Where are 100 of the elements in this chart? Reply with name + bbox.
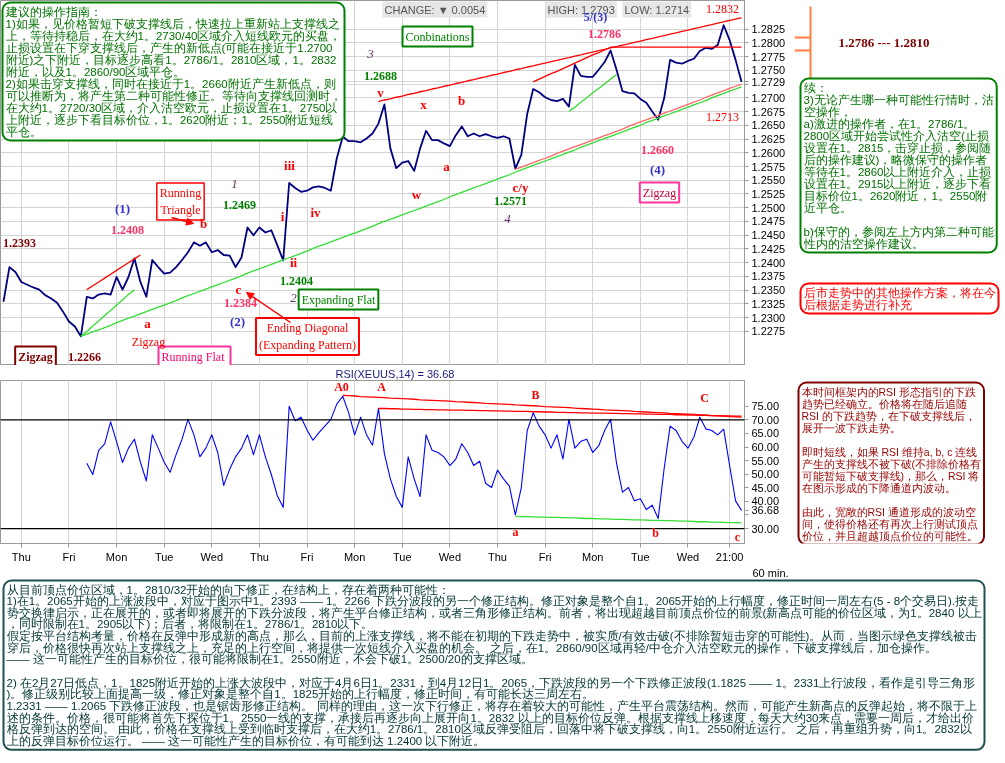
x-tick-label: Mon xyxy=(582,550,604,563)
annotation: 1.2408 xyxy=(111,222,144,237)
text: a)激进的操作者，在1。2786/1。2800区域开始尝试性介入沽空(止损设置在1。2815，击穿止损，参阅随后的操作建议)，略微保守的操作者等待在1。2860以上附近介入，止损设置在1。2915以上附近，逐步下看目标价位1。2620附近，1。2550附近平仓。 xyxy=(803,117,992,214)
x-tick-label: Wed xyxy=(200,550,224,563)
annotation: 1.2393 xyxy=(3,235,36,250)
annotation: x xyxy=(420,97,428,112)
y-tick-label: 1.2425 xyxy=(751,242,786,255)
annotation: 1.2266 xyxy=(68,349,101,364)
x-tick-label: Tue xyxy=(154,550,174,563)
annotation: 4 xyxy=(504,210,512,226)
annotation: 1.2786 xyxy=(588,26,621,41)
text: 续： xyxy=(803,81,828,94)
x-tick-label: Tue xyxy=(631,550,650,563)
annotation: Running Triangle xyxy=(159,186,202,217)
y-tick-label: 1.2675 xyxy=(751,105,786,118)
annotation: a xyxy=(443,159,451,174)
y-tick-label: 50.00 xyxy=(751,468,780,481)
x-tick-label: Tue xyxy=(392,550,412,563)
y-tick-label: 1.2475 xyxy=(751,215,786,228)
annotation: w xyxy=(411,187,422,202)
y-tick-label: 1.2400 xyxy=(751,256,786,269)
annotation: c xyxy=(235,282,242,297)
annotation: C xyxy=(700,390,709,405)
y-tick-label: 1.2625 xyxy=(751,133,786,146)
annotation: B xyxy=(531,387,540,402)
x-tick-label: 21:00 xyxy=(715,550,744,563)
y-tick-label: 1.2350 xyxy=(751,284,786,297)
y-tick-label: 1.2650 xyxy=(751,119,786,132)
annotation: 3 xyxy=(366,45,375,61)
annotation: 1 xyxy=(231,175,238,191)
y-tick-label: 1.2800 xyxy=(751,36,786,49)
annotation: 1.2832 xyxy=(706,1,739,16)
y-tick-label: 1.2300 xyxy=(751,311,786,324)
annotation: iii xyxy=(284,158,296,173)
y-tick-label: 1.2450 xyxy=(751,229,786,242)
text: 由此，宽敞的RSI 通道形成的波动空间，使得价格还有再次上行测试顶点价位，并且超越顶点价位的可能性。 xyxy=(800,505,978,542)
y-tick-label: 55.00 xyxy=(751,454,780,467)
text: 本时间框架内的RSI 形态指引的下跌趋势已经确立。价格将在随后追随 RSI 的下跌趋势，在下破支撑线后，展开一波下跌走势。 xyxy=(801,385,976,434)
x-tick-label: Wed xyxy=(676,550,700,563)
annotation: i xyxy=(280,209,285,224)
annotation: a xyxy=(144,316,152,331)
x-tick-label: Fri xyxy=(62,550,76,563)
annotation: (4) xyxy=(649,162,666,177)
x-tick-label: Mon xyxy=(343,550,366,563)
annotation: LOW: 1.2714 xyxy=(624,3,690,16)
annotation: b xyxy=(457,93,466,108)
annotation: 1.2713 xyxy=(706,109,739,124)
annotation: ii xyxy=(289,255,298,270)
y-tick-label: 75.00 xyxy=(751,400,780,413)
annotation: Zigzag xyxy=(18,349,53,364)
y-tick-label: 1.2600 xyxy=(751,146,786,159)
x-axis-title: 60 min. xyxy=(752,566,789,579)
x-tick-label: Mon xyxy=(105,550,128,563)
y-tick-label: 1.2375 xyxy=(751,270,786,283)
x-tick-label: Fri xyxy=(538,550,552,563)
text: 假定按平台结构考量，价格在反弹中形成新的高点，那么，目前的上涨支撑线，将不能在初期的下跌走势中，被实质/有效击破(不排除暂短击穿的可能性)。从而，当图示绿色支撑线被击穿后，价格很快再次站上支撑线之上，充足的上行空间，将提供一次短线介入买盘的机会。 之后，在1。2860/90区域再轻/中仓介入沽空欧元的操作，下破支撑线后，加仓操作。 xyxy=(6,629,978,654)
annotation: 1.2469 xyxy=(223,197,256,212)
annotation: Running Flat xyxy=(161,349,226,364)
y-tick-label: 1.2275 xyxy=(751,325,786,338)
y-tick-label: 1.2525 xyxy=(751,187,786,200)
x-tick-label: Thu xyxy=(249,550,269,563)
y-tick-label: 65.00 xyxy=(751,427,780,440)
annotation: (2) xyxy=(229,314,246,329)
annotation: A0 xyxy=(334,379,349,394)
annotation: c/y xyxy=(512,180,529,195)
text: 2) 在2月27日低点，1。1825附近开始的上涨大波段中，对应于4月6日1。2331，到4月12日1。2065，下跌波段的另一个下跌修正波段(1.1825 —— 1。2331上行波段，看作是引导三角形)。修正级别比较上面提高一级，修正对象是整个自1。1825开始的上行幅度，修正时间，有可能长达三周左右。 xyxy=(6,675,976,701)
annotation: b xyxy=(652,525,660,540)
annotation: CHANGE: ▼ 0.0054 xyxy=(384,3,486,16)
y-tick-label: 1.2775 xyxy=(751,50,786,63)
y-tick-label: 1.2550 xyxy=(751,174,786,187)
annotation: Conbinations xyxy=(405,29,470,44)
text: 1.2786 --- 1.2810 xyxy=(838,35,930,50)
annotation: iv xyxy=(310,205,322,220)
y-tick-label: 1.2500 xyxy=(751,201,786,214)
x-tick-label: Fri xyxy=(300,550,314,563)
y-tick-label: 1.2750 xyxy=(751,64,786,77)
chart-title: RSI(XEUUS,14) = 36.68 xyxy=(335,368,455,380)
y-tick-label: 1.2575 xyxy=(751,160,786,173)
y-tick-label: 1.2729 xyxy=(751,75,786,88)
annotation: Ending Diagonal (Expanding Pattern) xyxy=(259,321,356,352)
annotation: Zigzag xyxy=(131,334,166,349)
x-tick-label: Thu xyxy=(488,550,507,563)
y-tick-label: 60.00 xyxy=(751,441,780,454)
annotation: b xyxy=(199,216,208,231)
y-tick-label: 1.2325 xyxy=(751,297,786,310)
text: b)保守的，参阅左上方内第二种可能性内的沽空操作建议。 xyxy=(802,224,994,250)
annotation: Expanding Flat xyxy=(301,292,376,307)
y-tick-label: 70.00 xyxy=(751,413,780,426)
annotation: A xyxy=(377,379,387,394)
annotation: (1) xyxy=(114,201,131,216)
annotation: 1.2404 xyxy=(280,273,313,288)
annotation: 1.2660 xyxy=(641,142,674,157)
annotation: 建议的操作指南： xyxy=(4,4,102,18)
annotation: c xyxy=(734,529,741,544)
y-tick-label: 30.00 xyxy=(751,522,780,535)
x-tick-label: Wed xyxy=(438,550,462,563)
y-tick-label: 1.2825 xyxy=(751,23,786,36)
annotation: 2 xyxy=(290,289,298,305)
annotation: 1.2688 xyxy=(364,68,397,83)
text: 从目前顶点价位区域，1。2810/32开始的向下修正，在结构上，存在着两种可能性： xyxy=(6,582,451,596)
